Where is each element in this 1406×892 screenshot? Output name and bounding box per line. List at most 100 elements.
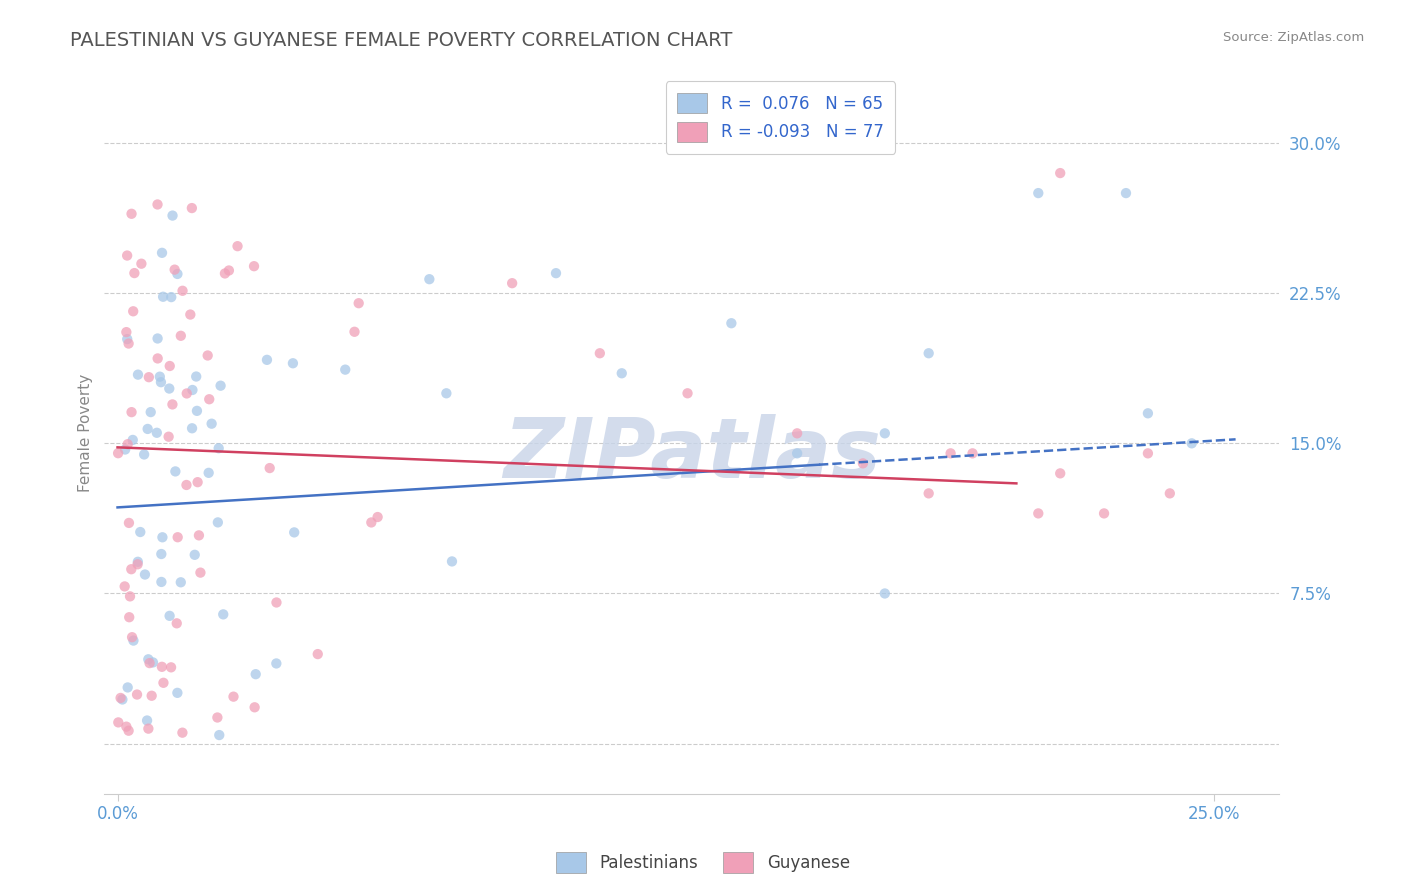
Point <box>1049 467 1071 481</box>
Point <box>117 723 139 738</box>
Legend: Palestinians, Guyanese: Palestinians, Guyanese <box>550 846 856 880</box>
Point <box>166 530 188 544</box>
Point <box>150 660 173 674</box>
Point <box>166 616 188 631</box>
Point <box>1136 446 1159 460</box>
Point <box>146 351 169 366</box>
Point <box>131 257 153 271</box>
Point <box>160 660 183 674</box>
Point <box>283 525 305 540</box>
Text: PALESTINIAN VS GUYANESE FEMALE POVERTY CORRELATION CHART: PALESTINIAN VS GUYANESE FEMALE POVERTY C… <box>70 31 733 50</box>
Point <box>440 554 463 568</box>
Point <box>198 392 221 407</box>
Point <box>121 405 143 419</box>
Point <box>1092 507 1115 521</box>
Point <box>335 362 357 376</box>
Point <box>122 633 145 648</box>
Point <box>170 328 193 343</box>
Point <box>176 478 198 492</box>
Point <box>107 715 129 730</box>
Point <box>186 369 208 384</box>
Point <box>243 259 266 273</box>
Point <box>1115 186 1137 200</box>
Point <box>1181 436 1204 450</box>
Point <box>114 579 136 593</box>
Point <box>209 378 232 392</box>
Point <box>146 331 169 345</box>
Point <box>141 689 163 703</box>
Point <box>873 586 896 600</box>
Point <box>166 686 188 700</box>
Point <box>160 290 183 304</box>
Point <box>127 368 149 382</box>
Point <box>245 667 267 681</box>
Point <box>170 575 193 590</box>
Point <box>786 426 808 441</box>
Point <box>117 437 139 451</box>
Point <box>197 466 219 480</box>
Point <box>150 245 173 260</box>
Point <box>434 386 457 401</box>
Point <box>122 304 145 318</box>
Point <box>118 610 141 624</box>
Point <box>110 690 132 705</box>
Point <box>918 346 941 360</box>
Point <box>720 316 742 330</box>
Point <box>181 421 204 435</box>
Point <box>121 207 143 221</box>
Point <box>266 595 288 609</box>
Point <box>281 356 304 370</box>
Text: ZIPatlas: ZIPatlas <box>503 415 880 495</box>
Point <box>367 510 389 524</box>
Point <box>152 675 174 690</box>
Point <box>172 725 194 739</box>
Point <box>190 566 212 580</box>
Point <box>186 404 208 418</box>
Point <box>222 690 245 704</box>
Point <box>183 548 205 562</box>
Point <box>152 530 174 544</box>
Point <box>786 446 808 460</box>
Point <box>149 375 172 389</box>
Point <box>201 417 224 431</box>
Y-axis label: Female Poverty: Female Poverty <box>79 375 93 492</box>
Point <box>107 446 129 460</box>
Point <box>207 516 229 530</box>
Point <box>111 692 134 706</box>
Point <box>1136 406 1159 420</box>
Point <box>918 486 941 500</box>
Point <box>226 239 249 253</box>
Point <box>127 558 149 572</box>
Point <box>187 475 209 490</box>
Point <box>124 266 146 280</box>
Point <box>138 370 160 384</box>
Point <box>176 386 198 401</box>
Point <box>136 714 159 728</box>
Point <box>138 656 160 670</box>
Point <box>162 397 184 411</box>
Point <box>1026 507 1049 521</box>
Point <box>115 248 138 262</box>
Point <box>165 464 187 478</box>
Point <box>208 442 231 456</box>
Point <box>172 284 194 298</box>
Point <box>159 608 181 623</box>
Point <box>136 652 159 666</box>
Point <box>142 656 165 670</box>
Point <box>501 276 523 290</box>
Point <box>139 405 162 419</box>
Point <box>117 681 139 695</box>
Point <box>347 296 370 310</box>
Point <box>1049 166 1071 180</box>
Point <box>962 446 984 460</box>
Point <box>852 456 875 470</box>
Point <box>134 567 156 582</box>
Point <box>1026 186 1049 200</box>
Point <box>939 446 962 460</box>
Point <box>218 263 240 277</box>
Point <box>146 197 169 211</box>
Point <box>181 383 204 397</box>
Point <box>212 607 235 622</box>
Point <box>136 422 159 436</box>
Point <box>180 201 202 215</box>
